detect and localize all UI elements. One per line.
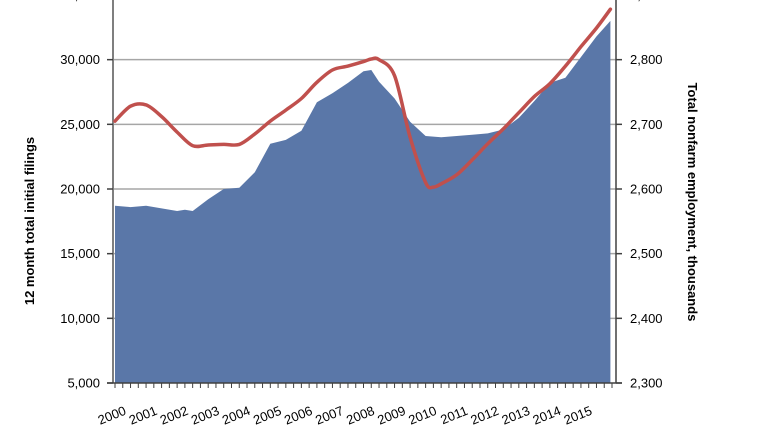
x-tick-label: 2000 — [96, 403, 128, 428]
right-tick-label: 2,800 — [630, 52, 663, 67]
employment-line-series — [113, 7, 613, 190]
x-tick-label: 2003 — [189, 403, 221, 428]
x-tick-label: 2001 — [127, 403, 159, 428]
right-tick-label: 2,600 — [630, 182, 663, 197]
x-tick-label: 2015 — [562, 403, 594, 428]
x-tick-label: 2004 — [220, 403, 252, 428]
left-tick-label: 25,000 — [60, 117, 100, 132]
left-tick-label: 5,000 — [67, 376, 100, 391]
left-y-axis-labels: 5,000 10,000 15,000 20,000 25,000 30,000 35,00… — [60, 0, 113, 391]
right-y-axis-labels: 2,300 2,400 2,500 2,600 2,700 2,800 2,900 — [616, 0, 663, 391]
right-tick-label: 2,700 — [630, 117, 663, 132]
x-tick-label: 2008 — [344, 403, 376, 428]
right-tick-label: 2,500 — [630, 246, 663, 261]
x-tick-label: 2012 — [468, 403, 500, 428]
left-tick-label: 35,000 — [60, 0, 100, 3]
x-tick-label: 2011 — [438, 403, 470, 427]
right-tick-label: 2,400 — [630, 311, 663, 326]
left-tick-label: 10,000 — [60, 311, 100, 326]
x-axis-labels: 2000200120022003200420052006200720082009… — [96, 403, 594, 428]
x-axis-ticks — [114, 383, 613, 388]
right-y-axis-title: Total nonfarm employment, thousands — [685, 83, 700, 322]
x-tick-label: 2007 — [313, 403, 345, 428]
filings-area-series — [115, 20, 611, 384]
x-tick-label: 2009 — [375, 403, 407, 428]
left-tick-label: 20,000 — [60, 182, 100, 197]
x-tick-label: 2005 — [251, 403, 283, 428]
right-tick-label: 2,300 — [630, 376, 663, 391]
x-tick-label: 2014 — [531, 403, 563, 428]
left-y-axis-title: 12 month total initial filings — [22, 137, 37, 305]
left-tick-label: 15,000 — [60, 246, 100, 261]
x-tick-label: 2010 — [406, 403, 438, 428]
x-tick-label: 2002 — [158, 403, 190, 428]
right-tick-label: 2,900 — [630, 0, 663, 3]
x-tick-label: 2006 — [282, 403, 314, 428]
left-tick-label: 30,000 — [60, 52, 100, 67]
x-tick-label: 2013 — [500, 403, 532, 428]
